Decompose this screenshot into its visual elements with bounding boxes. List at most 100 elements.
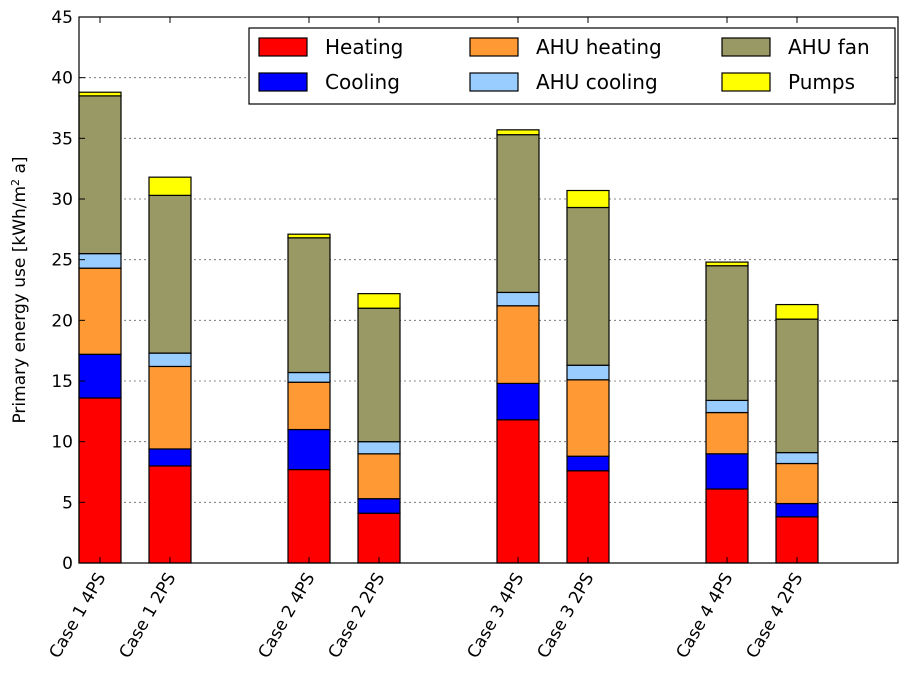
bar-stack	[775, 303, 819, 564]
legend-swatch	[469, 72, 519, 92]
bar-segment-ahu-cooling	[775, 451, 819, 465]
gridlines	[79, 77, 898, 503]
x-tick-label: Case 4 2PS	[742, 570, 807, 662]
bar-segment-pumps	[566, 189, 610, 209]
x-tick-label: Case 2 2PS	[324, 570, 389, 662]
bar-segment-ahu-cooling	[566, 364, 610, 381]
bar-segment-ahu-heating	[287, 381, 331, 431]
legend-swatch	[258, 37, 308, 57]
legend-swatch	[721, 72, 771, 92]
bar-stack	[357, 293, 401, 564]
x-tick-label: Case 1 4PS	[45, 570, 110, 662]
bar-segment-ahu-fan	[78, 95, 122, 255]
x-tick-label: Case 3 2PS	[533, 570, 598, 662]
x-tick-label: Case 1 2PS	[115, 570, 180, 662]
y-tick-label: 40	[51, 69, 73, 89]
legend: Heating Cooling AHU heating AHU cooling AHU …	[248, 27, 896, 105]
bar-segment-heating	[705, 488, 749, 564]
y-tick-label: 30	[51, 190, 73, 210]
bar-segment-cooling	[705, 453, 749, 490]
bar-segment-ahu-cooling	[148, 352, 192, 368]
bar-segment-pumps	[705, 261, 749, 267]
bar-segment-ahu-fan	[496, 134, 540, 294]
bar-segment-pumps	[287, 233, 331, 239]
bar-segment-heating	[287, 468, 331, 564]
bar-segment-ahu-cooling	[287, 371, 331, 383]
y-tick-label: 0	[62, 554, 73, 574]
legend-label: Heating	[325, 35, 403, 59]
legend-item: AHU cooling	[469, 70, 658, 94]
y-tick-label: 35	[51, 129, 73, 149]
bar-segment-ahu-cooling	[357, 441, 401, 455]
bar-segment-pumps	[78, 91, 122, 97]
bar-segment-cooling	[357, 498, 401, 514]
bar-segment-ahu-fan	[357, 307, 401, 443]
y-tick-label: 45	[51, 8, 73, 28]
bars	[78, 91, 819, 564]
bar-segment-ahu-heating	[566, 379, 610, 457]
legend-item: AHU heating	[469, 35, 662, 59]
bar-segment-ahu-fan	[287, 237, 331, 374]
bar-segment-ahu-fan	[148, 194, 192, 354]
legend-item: Heating	[258, 35, 403, 59]
bar-stack	[78, 91, 122, 564]
bar-segment-cooling	[566, 455, 610, 472]
bar-segment-pumps	[496, 129, 540, 136]
legend-swatch	[469, 37, 519, 57]
bar-segment-ahu-fan	[566, 206, 610, 366]
legend-item: AHU fan	[721, 35, 870, 59]
plot-frame	[78, 16, 899, 564]
bar-segment-pumps	[148, 176, 192, 196]
bar-segment-cooling	[78, 353, 122, 399]
legend-label: AHU cooling	[536, 70, 658, 94]
x-tick-label: Case 2 4PS	[254, 570, 319, 662]
bar-segment-heating	[496, 419, 540, 564]
bar-segment-ahu-heating	[705, 411, 749, 455]
x-tick-label: Case 4 4PS	[672, 570, 737, 662]
bar-segment-pumps	[357, 293, 401, 309]
bar-segment-ahu-heating	[775, 462, 819, 505]
legend-item: Cooling	[258, 70, 400, 94]
legend-item: Pumps	[721, 70, 855, 94]
bar-segment-ahu-heating	[357, 453, 401, 500]
bar-segment-cooling	[287, 428, 331, 471]
bar-segment-heating	[566, 470, 610, 564]
legend-box	[248, 27, 896, 105]
bar-segment-heating	[357, 512, 401, 564]
x-tick-label: Case 3 4PS	[463, 570, 528, 662]
bar-segment-cooling	[775, 502, 819, 518]
bar-segment-ahu-heating	[496, 305, 540, 385]
bar-segment-ahu-heating	[78, 267, 122, 355]
bar-segment-ahu-fan	[775, 318, 819, 454]
bar-segment-ahu-cooling	[496, 291, 540, 307]
bar-stack	[705, 261, 749, 564]
y-tick-label: 20	[51, 311, 73, 331]
bar-segment-ahu-heating	[148, 365, 192, 450]
legend-label: AHU heating	[536, 35, 662, 59]
bar-segment-heating	[78, 397, 122, 564]
legend-swatch	[258, 72, 308, 92]
legend-label: AHU fan	[788, 35, 870, 59]
y-tick-label: 15	[51, 372, 73, 392]
legend-label: Cooling	[325, 70, 400, 94]
bar-segment-ahu-fan	[705, 265, 749, 402]
bar-segment-ahu-cooling	[705, 399, 749, 414]
bar-stack	[566, 189, 610, 564]
y-axis-label: Primary energy use [kWh/m2 a]	[9, 156, 31, 423]
bar-segment-pumps	[775, 303, 819, 320]
y-tick-label: 5	[62, 493, 73, 513]
y-tick-label: 10	[51, 433, 73, 453]
y-axis-ticks: 0 5 10 15 20 25 30 35 40 45	[51, 8, 898, 574]
bar-stack	[148, 176, 192, 564]
legend-swatch	[721, 37, 771, 57]
legend-label: Pumps	[788, 70, 855, 94]
bar-stack	[287, 233, 331, 564]
y-tick-label: 25	[51, 251, 73, 271]
bar-segment-ahu-cooling	[78, 253, 122, 269]
bar-segment-heating	[148, 465, 192, 564]
bar-segment-cooling	[148, 448, 192, 467]
bar-segment-heating	[775, 516, 819, 564]
bar-stack	[496, 129, 540, 564]
